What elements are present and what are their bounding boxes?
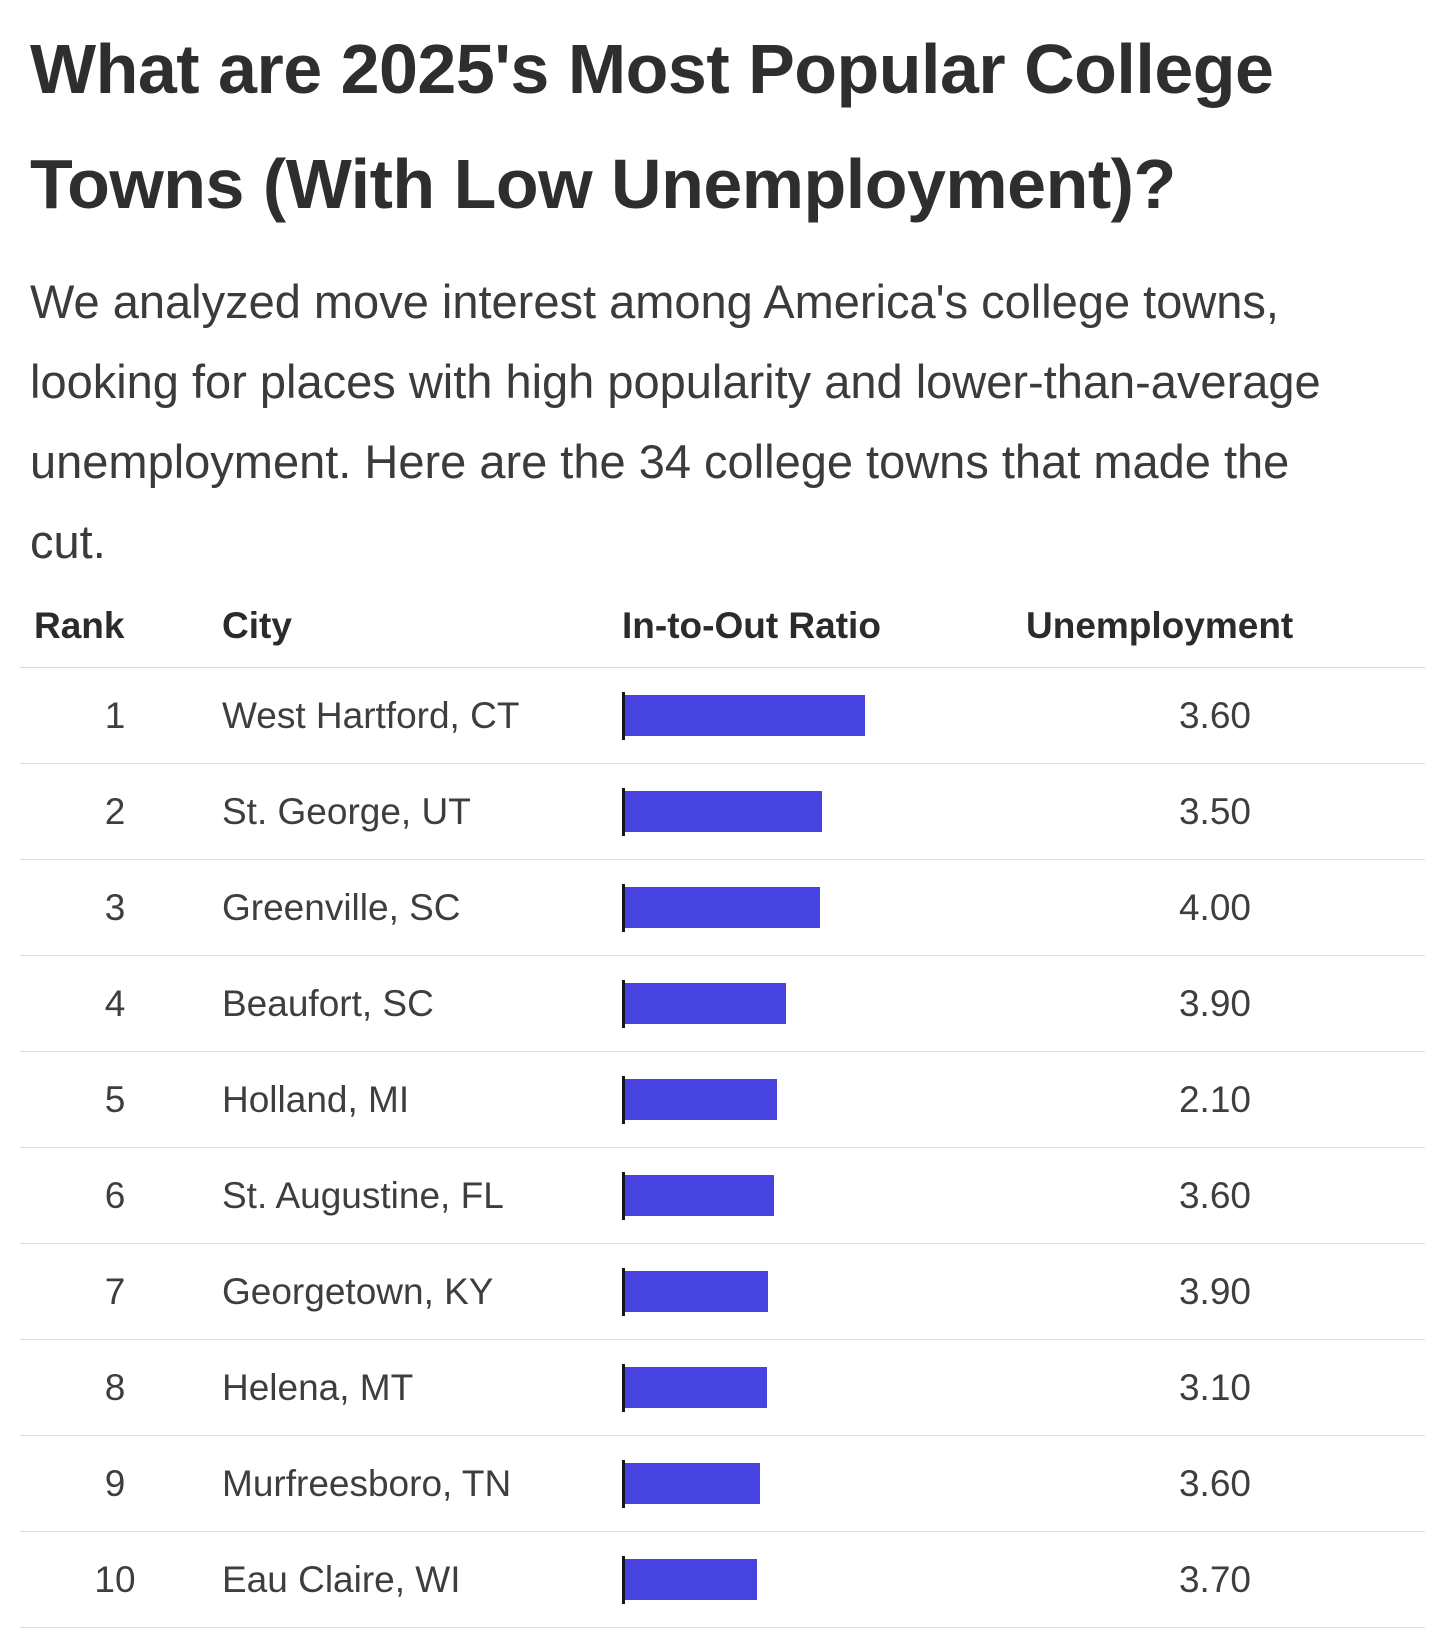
city-name: Greenville, SC [222, 886, 461, 928]
axis-tick [622, 1267, 625, 1316]
unemployment-value: 3.70 [1178, 1558, 1251, 1600]
ratio-bar-cell [622, 1363, 1005, 1412]
axis-tick [622, 1363, 625, 1412]
city-name: St. Augustine, FL [222, 1174, 504, 1216]
unemployment-value: 3.90 [1178, 1270, 1251, 1312]
city-name: St. George, UT [222, 790, 471, 832]
rank-value: 1 [104, 694, 126, 736]
ratio-bar-cell [622, 883, 1005, 932]
ratio-bar [624, 695, 865, 736]
axis-tick [622, 883, 625, 932]
table-header-row: Rank City In-to-Out Ratio Unemployment [20, 582, 1425, 668]
table-row: 9 Murfreesboro, TN 3.60 [20, 1436, 1425, 1532]
city-name: West Hartford, CT [222, 694, 520, 736]
table-row: 2 St. George, UT 3.50 [20, 764, 1425, 860]
axis-tick [622, 787, 625, 836]
ratio-bar [624, 1271, 768, 1312]
page-subtitle: We analyzed move interest among America'… [30, 275, 1321, 568]
table-row: 3 Greenville, SC 4.00 [20, 860, 1425, 956]
table-body: 1 West Hartford, CT 3.60 2 St. George, UT 3.5… [20, 668, 1425, 1628]
ratio-bar [624, 1079, 777, 1120]
axis-tick [622, 1075, 625, 1124]
ratio-bar-cell [622, 691, 1005, 740]
table-row: 5 Holland, MI 2.10 [20, 1052, 1425, 1148]
unemployment-value: 3.60 [1178, 694, 1251, 736]
column-header-city: City [222, 605, 292, 646]
ratio-bar [624, 1463, 760, 1504]
unemployment-value: 4.00 [1178, 886, 1251, 928]
ratio-bar [624, 887, 820, 928]
unemployment-value: 3.90 [1178, 982, 1251, 1024]
column-header-ratio: In-to-Out Ratio [622, 605, 881, 646]
ratio-bar [624, 791, 822, 832]
table-row: 4 Beaufort, SC 3.90 [20, 956, 1425, 1052]
table-row: 6 St. Augustine, FL 3.60 [20, 1148, 1425, 1244]
ratio-bar-cell [622, 1075, 1005, 1124]
city-name: Holland, MI [222, 1078, 410, 1120]
rank-value: 2 [104, 790, 126, 832]
rank-value: 3 [104, 886, 126, 928]
ratio-bar [624, 983, 786, 1024]
ratio-bar-cell [622, 787, 1005, 836]
city-name: Eau Claire, WI [222, 1558, 461, 1600]
rank-value: 6 [104, 1174, 126, 1216]
table-row: 7 Georgetown, KY 3.90 [20, 1244, 1425, 1340]
unemployment-value: 3.10 [1178, 1366, 1251, 1408]
rank-value: 7 [104, 1270, 126, 1312]
column-header-rank: Rank [34, 605, 125, 646]
city-name: Murfreesboro, TN [222, 1462, 512, 1504]
page-title: What are 2025's Most Popular College Tow… [30, 30, 1274, 223]
city-name: Helena, MT [222, 1366, 414, 1408]
table-row: 1 West Hartford, CT 3.60 [20, 668, 1425, 764]
rank-value: 8 [104, 1366, 126, 1408]
ratio-bar-cell [622, 1267, 1005, 1316]
ratio-bar-cell [622, 979, 1005, 1028]
ratio-bar [624, 1559, 757, 1600]
unemployment-value: 3.60 [1178, 1174, 1251, 1216]
rank-value: 4 [104, 982, 126, 1024]
axis-tick [622, 691, 625, 740]
axis-tick [622, 1555, 625, 1604]
axis-tick [622, 1459, 625, 1508]
article-page: What are 2025's Most Popular College Tow… [0, 12, 1440, 1628]
table-row: 8 Helena, MT 3.10 [20, 1340, 1425, 1436]
ratio-bar-cell [622, 1171, 1005, 1220]
city-name: Georgetown, KY [222, 1270, 494, 1312]
rank-value: 9 [104, 1462, 126, 1504]
unemployment-value: 3.60 [1178, 1462, 1251, 1504]
ratio-bar [624, 1175, 774, 1216]
ratio-bar [624, 1367, 767, 1408]
unemployment-value: 2.10 [1178, 1078, 1251, 1120]
table-row: 10 Eau Claire, WI 3.70 [20, 1532, 1425, 1628]
ratio-bar-cell [622, 1459, 1005, 1508]
rank-value: 5 [104, 1078, 126, 1120]
axis-tick [622, 979, 625, 1028]
city-name: Beaufort, SC [222, 982, 434, 1024]
axis-tick [622, 1171, 625, 1220]
unemployment-value: 3.50 [1178, 790, 1251, 832]
college-towns-table: Rank City In-to-Out Ratio Unemployment 1… [20, 582, 1425, 1628]
column-header-unemployment: Unemployment [1026, 605, 1294, 646]
ratio-bar-cell [622, 1555, 1005, 1604]
rank-value: 10 [94, 1558, 136, 1600]
